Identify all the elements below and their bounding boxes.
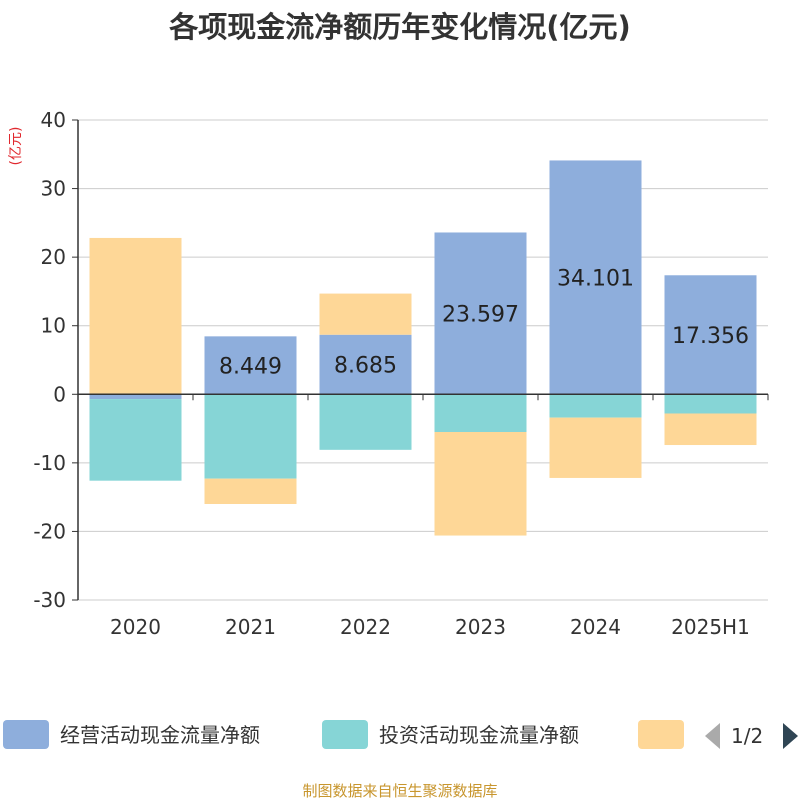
data-label: 8.449 [219, 354, 282, 379]
x-tick-label: 2024 [570, 615, 621, 639]
legend-label-investing: 投资活动现金流量净额 [379, 723, 579, 747]
y-axis-unit: (亿元) [8, 127, 24, 166]
source-note: 制图数据来自恒生聚源数据库 [302, 782, 497, 800]
data-labels: 8.449 8.685 23.597 34.101 17.356 [219, 266, 749, 379]
y-tick-label: 30 [41, 177, 66, 201]
legend-page-indicator: 1/2 [731, 724, 763, 748]
data-label: 8.685 [334, 354, 397, 379]
bar-segment[interactable] [434, 432, 527, 536]
bar-segment[interactable] [204, 336, 297, 395]
bar-segment[interactable] [204, 478, 297, 504]
y-tick-label: 0 [53, 382, 66, 406]
bar-segment[interactable] [549, 160, 642, 395]
bar-segment[interactable] [434, 394, 527, 432]
data-label: 23.597 [442, 302, 519, 327]
bar-segment[interactable] [549, 394, 642, 418]
x-tick-label: 2021 [225, 615, 276, 639]
y-tick-label: 40 [41, 108, 66, 132]
y-tick-label: 20 [41, 245, 66, 269]
bar-segment[interactable] [664, 413, 757, 446]
x-tick-label: 2020 [110, 615, 161, 639]
bar-segment[interactable] [319, 394, 412, 450]
legend-item-investing[interactable]: 投资活动现金流量净额 [322, 720, 579, 749]
bar-segment[interactable] [204, 394, 297, 479]
legend-swatch-operating [3, 720, 49, 749]
bar-segment[interactable] [89, 399, 182, 481]
bar-segment[interactable] [89, 394, 182, 400]
y-tick-label: -30 [33, 588, 66, 612]
axes: -30 -20 -10 0 10 20 30 40 2020 2021 2022 2023 2024 20… [33, 108, 769, 639]
bar-segment[interactable] [319, 293, 412, 335]
bars [89, 160, 757, 536]
y-tick-label: -20 [33, 519, 66, 543]
legend-label-operating: 经营活动现金流量净额 [60, 723, 260, 747]
x-tick-label: 2022 [340, 615, 391, 639]
bar-segment[interactable] [664, 394, 757, 414]
y-tick-label: -10 [33, 451, 66, 475]
data-label: 17.356 [672, 324, 749, 349]
bar-segment[interactable] [434, 232, 527, 395]
legend-item-operating[interactable]: 经营活动现金流量净额 [3, 720, 260, 749]
legend: 经营活动现金流量净额 投资活动现金流量净额 1/2 [3, 720, 798, 749]
bar-segment[interactable] [89, 237, 182, 395]
x-tick-label: 2023 [455, 615, 506, 639]
data-label: 34.101 [557, 266, 634, 291]
bar-segment[interactable] [549, 417, 642, 478]
legend-swatch-financing [638, 720, 684, 749]
bar-segment[interactable] [319, 334, 412, 395]
x-tick-label: 2025H1 [671, 615, 750, 639]
legend-prev-arrow-icon[interactable] [705, 723, 720, 749]
bar-segment[interactable] [664, 275, 757, 395]
legend-next-arrow-icon[interactable] [783, 723, 798, 749]
legend-item-financing[interactable] [638, 720, 684, 749]
legend-swatch-investing [322, 720, 368, 749]
chart-title: 各项现金流净额历年变化情况(亿元) [168, 10, 631, 44]
y-tick-label: 10 [41, 314, 66, 338]
